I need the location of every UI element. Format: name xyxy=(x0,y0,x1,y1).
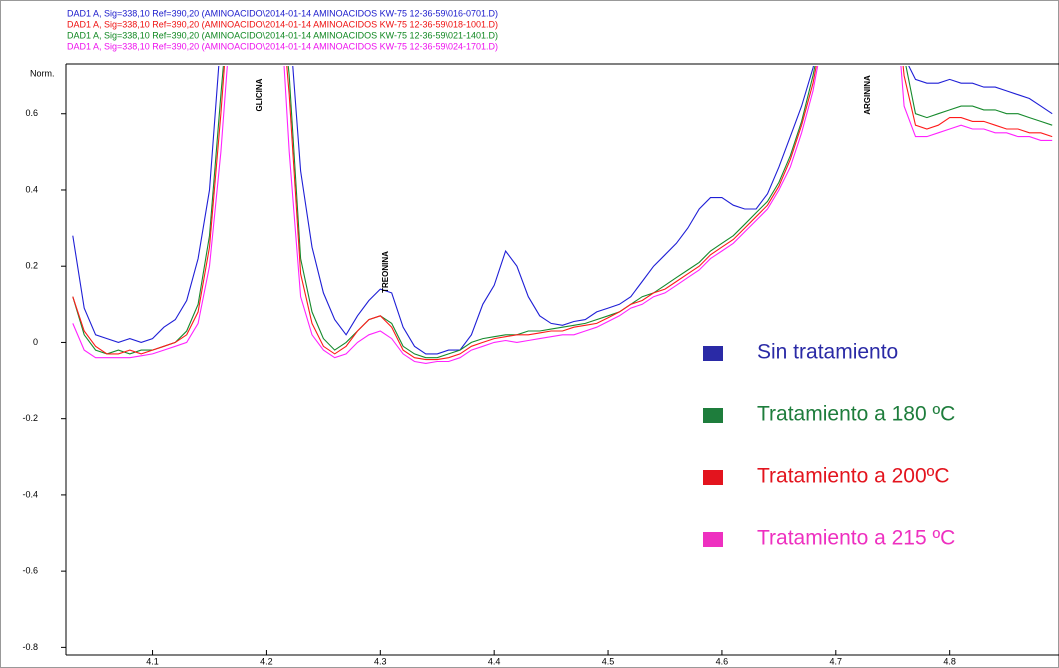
peak-label: TREONINA xyxy=(381,251,390,293)
y-tick-label: 0.6 xyxy=(25,108,38,118)
series-line xyxy=(72,66,1053,359)
y-tick-label: 0 xyxy=(33,337,38,347)
y-tick-label: 0.2 xyxy=(25,261,38,271)
x-tick-label: 4.3 xyxy=(374,656,387,666)
legend-swatch xyxy=(703,470,723,485)
series-line xyxy=(72,66,1053,364)
x-tick-label: 4.1 xyxy=(146,656,159,666)
legend-label: Tratamiento a 215 ºC xyxy=(757,527,955,550)
y-tick-label: -0.4 xyxy=(22,489,38,499)
series-line xyxy=(72,66,1053,355)
header-line: DAD1 A, Sig=338,10 Ref=390,20 (AMINOACID… xyxy=(67,41,498,51)
legend-label: Sin tratamiento xyxy=(757,341,898,364)
y-axis-label: Norm. xyxy=(30,68,55,78)
legend-label: Tratamiento a 200ºC xyxy=(757,465,950,488)
x-tick-label: 4.6 xyxy=(716,656,729,666)
y-tick-label: 0.4 xyxy=(25,184,38,194)
header-line: DAD1 A, Sig=338,10 Ref=390,20 (AMINOACID… xyxy=(67,8,498,18)
x-tick-label: 4.5 xyxy=(602,656,615,666)
x-tick-label: 4.8 xyxy=(943,656,956,666)
legend-swatch xyxy=(703,346,723,361)
legend-swatch xyxy=(703,532,723,547)
peak-label: GLICINA xyxy=(255,78,264,111)
x-tick-label: 4.4 xyxy=(488,656,501,666)
y-tick-label: -0.8 xyxy=(22,642,38,652)
header-line: DAD1 A, Sig=338,10 Ref=390,20 (AMINOACID… xyxy=(67,30,498,40)
legend-label: Tratamiento a 180 ºC xyxy=(757,403,955,426)
y-tick-label: -0.2 xyxy=(22,413,38,423)
series-line xyxy=(72,66,1053,361)
peak-label: ARGININA xyxy=(863,75,872,115)
legend-swatch xyxy=(703,408,723,423)
y-tick-label: -0.6 xyxy=(22,566,38,576)
plot-area xyxy=(72,66,1053,364)
x-tick-label: 4.7 xyxy=(830,656,843,666)
x-tick-label: 4.2 xyxy=(260,656,273,666)
header-line: DAD1 A, Sig=338,10 Ref=390,20 (AMINOACID… xyxy=(67,19,498,29)
